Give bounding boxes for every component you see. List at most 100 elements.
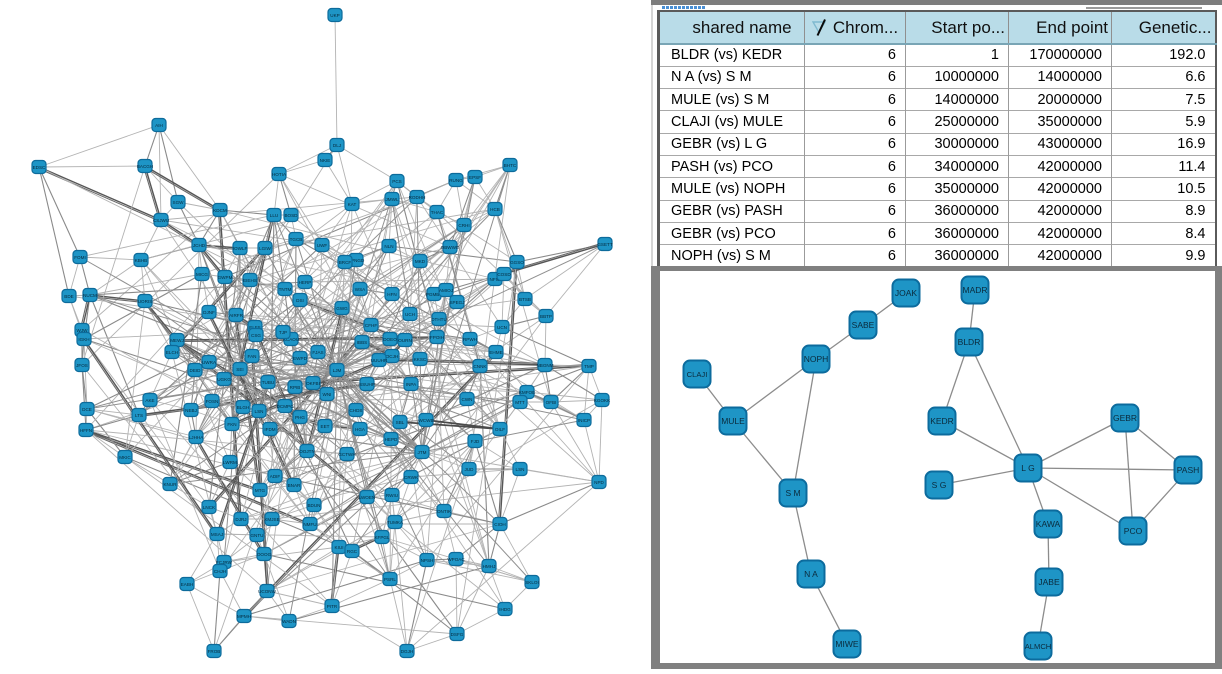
svg-text:TGCB: TGCB <box>290 237 303 242</box>
svg-text:AIH: AIH <box>155 123 163 128</box>
svg-text:ONTIK: ONTIK <box>437 509 452 514</box>
svg-text:ALMCH: ALMCH <box>1025 642 1052 651</box>
svg-text:N A: N A <box>804 569 818 579</box>
svg-text:WCWB: WCWB <box>418 418 433 423</box>
svg-text:PCO: PCO <box>1124 526 1143 536</box>
svg-text:UKP: UKP <box>330 13 339 18</box>
svg-text:BNAR: BNAR <box>288 483 301 488</box>
svg-text:NKIE: NKIE <box>320 158 331 163</box>
svg-text:PSRL: PSRL <box>384 577 396 582</box>
svg-text:KBHB: KBHB <box>135 258 148 263</box>
svg-text:LJHHA: LJHHA <box>189 435 204 440</box>
svg-text:EABH: EABH <box>181 582 194 587</box>
svg-text:EPSF: EPSF <box>469 175 481 180</box>
svg-text:S M: S M <box>785 488 800 498</box>
svg-text:TUMKA: TUMKA <box>387 520 404 525</box>
svg-text:RWIU: RWIU <box>386 493 398 498</box>
svg-text:SSUHP: SSUHP <box>359 382 375 387</box>
svg-text:JFOS: JFOS <box>76 363 88 368</box>
svg-text:WADN: WADN <box>282 619 296 624</box>
svg-text:MTG: MTG <box>255 488 266 493</box>
svg-text:KIUI: KIUI <box>335 545 344 550</box>
svg-text:HFN: HFN <box>387 292 396 297</box>
svg-text:DSI: DSI <box>296 298 304 303</box>
svg-text:IHDG: IHDG <box>499 607 511 612</box>
svg-text:UWF: UWF <box>317 243 328 248</box>
svg-text:INICP: INICP <box>578 418 590 423</box>
svg-text:JOAK: JOAK <box>895 288 918 298</box>
svg-text:PGMBF: PGMBF <box>426 292 443 297</box>
svg-text:FAN: FAN <box>248 354 257 359</box>
svg-text:BLGH: BLGH <box>237 405 250 410</box>
svg-text:NMFU: NMFU <box>303 522 316 527</box>
svg-text:MTT: MTT <box>515 400 525 405</box>
svg-text:BRCF: BRCF <box>339 260 352 265</box>
svg-text:FOSN: FOSN <box>206 399 219 404</box>
svg-text:CSG: CSG <box>251 333 261 338</box>
svg-text:UORIS: UORIS <box>138 299 153 304</box>
svg-text:KFPGL: KFPGL <box>374 535 390 540</box>
svg-text:MADR: MADR <box>962 285 987 295</box>
svg-text:ADIF: ADIF <box>270 474 281 479</box>
svg-text:CHJH: CHJH <box>214 569 226 574</box>
svg-text:HOTIA: HOTIA <box>272 172 287 177</box>
svg-text:EHME: EHME <box>489 350 502 355</box>
svg-text:GWG: GWG <box>336 306 348 311</box>
svg-text:NPD: NPD <box>594 480 604 485</box>
svg-text:BOSD: BOSD <box>284 213 298 218</box>
svg-text:FOMI: FOMI <box>74 255 85 260</box>
svg-text:NLN: NLN <box>384 244 393 249</box>
svg-text:CIOH: CIOH <box>494 522 505 527</box>
svg-text:PHG: PHG <box>295 415 305 420</box>
svg-text:RPIB: RPIB <box>290 385 301 390</box>
svg-text:KMJSE: KMJSE <box>264 517 279 522</box>
svg-text:KAT: KAT <box>348 202 357 207</box>
svg-text:DCE: DCE <box>82 407 92 412</box>
svg-text:THAC: THAC <box>431 210 444 215</box>
svg-text:UCONW: UCONW <box>258 589 277 594</box>
svg-text:OKFBI: OKFBI <box>306 381 320 386</box>
svg-text:OURN: OURN <box>398 338 412 343</box>
svg-text:BACGH: BACGH <box>137 164 153 169</box>
svg-text:CHDS: CHDS <box>349 408 362 413</box>
svg-text:ELFS: ELFS <box>249 325 261 330</box>
svg-text:WJW: WJW <box>77 328 89 333</box>
svg-text:NBGNM: NBGNM <box>536 363 553 368</box>
svg-text:JMWL: JMWL <box>385 197 398 202</box>
svg-text:NEBJ: NEBJ <box>185 408 197 413</box>
svg-text:OFBI: OFBI <box>546 400 557 405</box>
svg-text:CRWK: CRWK <box>404 475 419 480</box>
svg-text:L G: L G <box>1021 463 1034 473</box>
svg-text:MULE: MULE <box>721 416 745 426</box>
svg-text:DTHTU: DTHTU <box>431 317 447 322</box>
svg-text:DGJH: DGJH <box>401 649 414 654</box>
svg-text:SPEGJ: SPEGJ <box>449 300 464 305</box>
svg-text:HCB: HCB <box>490 207 500 212</box>
svg-text:LLU: LLU <box>270 213 278 218</box>
svg-text:KKSC: KKSC <box>414 357 427 362</box>
svg-text:UWRA: UWRA <box>202 360 217 365</box>
svg-text:FPOIH: FPOIH <box>430 335 444 340</box>
svg-text:RODHH: RODHH <box>409 195 426 200</box>
svg-text:ELCH: ELCH <box>166 350 178 355</box>
svg-text:BHTC: BHTC <box>504 163 517 168</box>
svg-text:SABE: SABE <box>852 320 875 330</box>
svg-text:IFDM: IFDM <box>264 427 275 432</box>
svg-text:PASH: PASH <box>1177 465 1200 475</box>
svg-text:SEI: SEI <box>236 367 243 372</box>
svg-text:FROB: FROB <box>208 649 221 654</box>
svg-text:HEPD: HEPD <box>385 437 398 442</box>
svg-text:OCJH: OCJH <box>386 354 399 359</box>
svg-text:NOPH: NOPH <box>804 354 829 364</box>
svg-text:MPMH: MPMH <box>237 614 251 619</box>
svg-text:MIWE: MIWE <box>835 639 858 649</box>
svg-text:KMFOE: KMFOE <box>519 390 535 395</box>
svg-text:AKE: AKE <box>145 398 154 403</box>
svg-text:HMHJ: HMHJ <box>483 564 496 569</box>
svg-text:GNTU: GNTU <box>250 533 263 538</box>
svg-text:TNTM: TNTM <box>279 287 292 292</box>
svg-text:IGKH: IGKH <box>78 337 89 342</box>
svg-text:WNI: WNI <box>323 392 332 397</box>
svg-text:GEBR: GEBR <box>1113 413 1137 423</box>
svg-text:KEDR: KEDR <box>930 416 954 426</box>
